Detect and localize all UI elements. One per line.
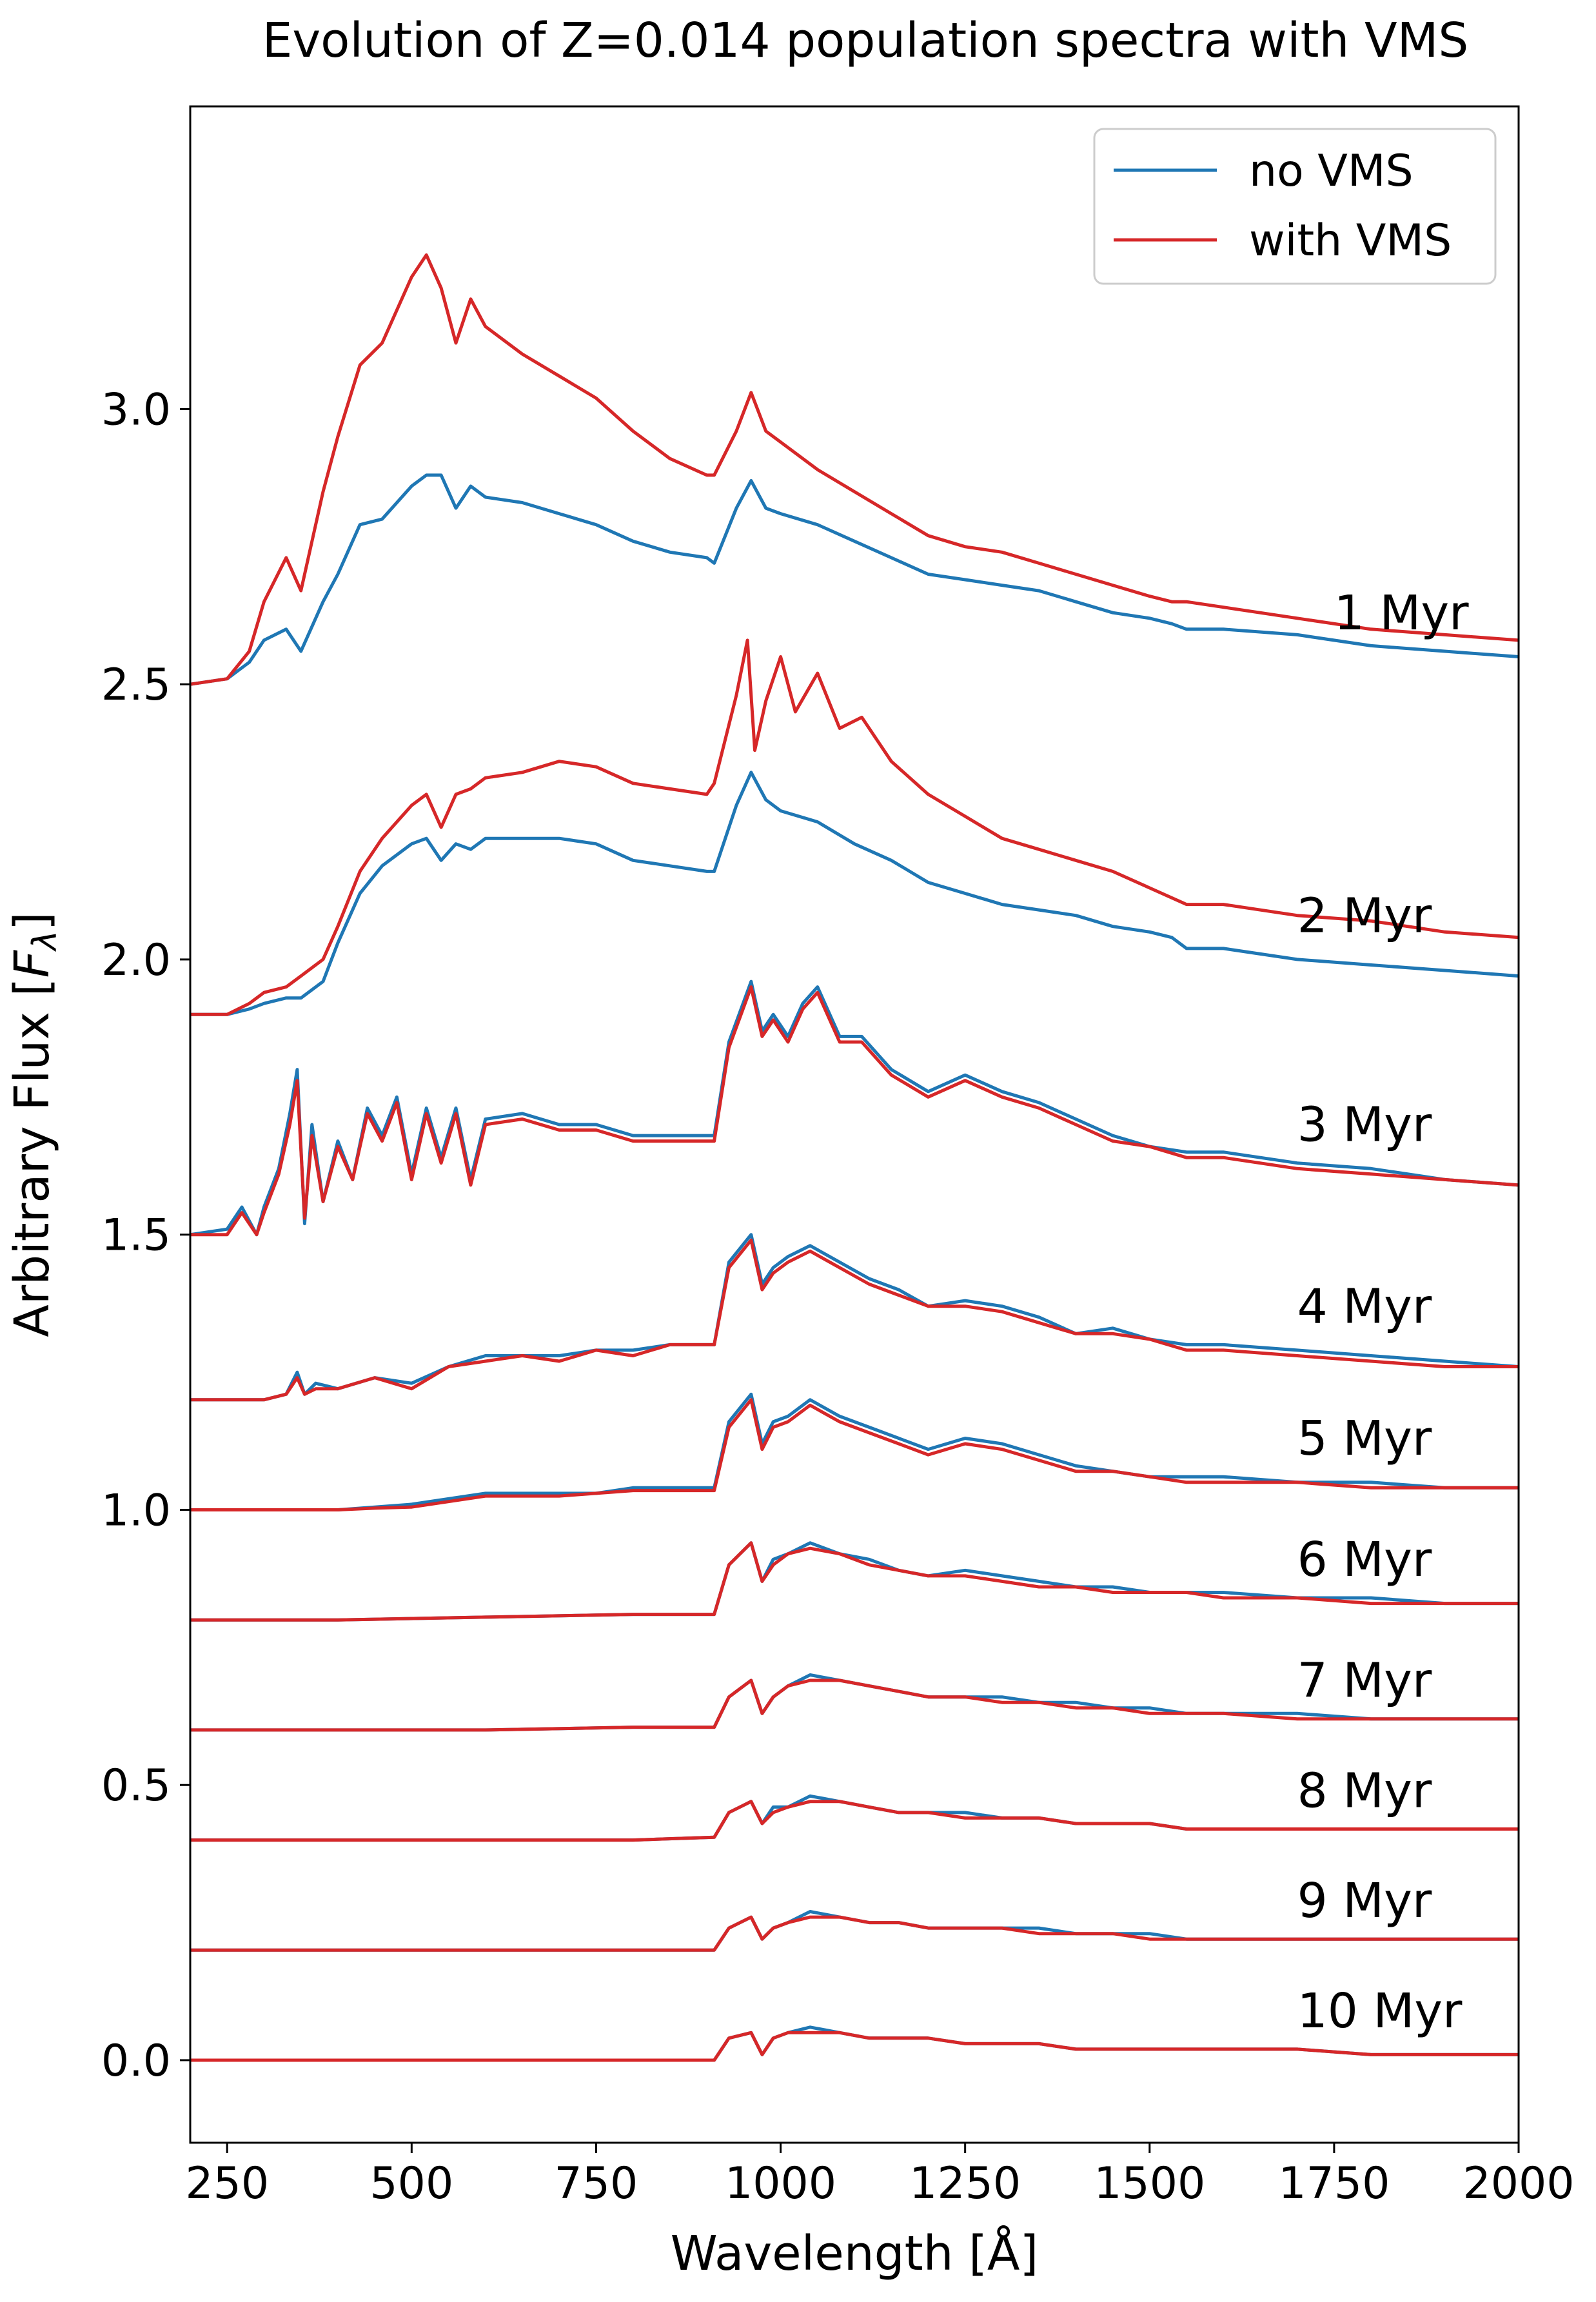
y-tick-label: 1.5 [101, 1210, 171, 1261]
x-tick-label: 1750 [1278, 2158, 1390, 2209]
y-tick-label: 3.0 [101, 384, 171, 435]
series-line-8-myr-with-vms [190, 1800, 1519, 1842]
series-layer [190, 253, 1519, 2062]
series-line-6-myr-with-vms [190, 1541, 1519, 1622]
age-label: 9 Myr [1297, 1873, 1432, 1929]
age-label: 10 Myr [1297, 1983, 1463, 2039]
age-label: 2 Myr [1297, 888, 1432, 943]
age-label: 5 Myr [1297, 1411, 1432, 1466]
series-line-2-myr-no-vms [190, 771, 1519, 1016]
series-line-2-myr-with-vms [190, 638, 1519, 1016]
y-tick-label: 2.5 [101, 660, 171, 711]
y-tick-label: 0.0 [101, 2036, 171, 2087]
x-tick-label: 1250 [909, 2158, 1021, 2209]
age-label: 4 Myr [1297, 1279, 1432, 1334]
y-tick-label: 2.0 [101, 935, 171, 986]
x-tick-label: 250 [185, 2158, 269, 2209]
y-axis-label-main: Arbitrary Flux [ [5, 978, 60, 1337]
age-labels: 1 Myr 2 Myr 3 Myr 4 Myr 5 Myr 6 Myr 7 Myr 8 Myr… [1297, 585, 1469, 2039]
x-axis-label: Wavelength [Å] [671, 2225, 1039, 2281]
series-line-4-myr-with-vms [190, 1238, 1519, 1402]
y-tick-label: 0.5 [101, 1760, 171, 1811]
series-line-5-myr-with-vms [190, 1398, 1519, 1511]
x-tick-label: 500 [369, 2158, 453, 2209]
x-tick-label: 1000 [725, 2158, 836, 2209]
y-tick-label: 1.0 [101, 1485, 171, 1536]
legend-label-no-vms: no VMS [1249, 146, 1414, 197]
age-label: 6 Myr [1297, 1532, 1432, 1588]
age-label: 1 Myr [1334, 585, 1469, 641]
series-line-9-myr-with-vms [190, 1915, 1519, 1952]
series-line-7-myr-with-vms [190, 1678, 1519, 1732]
x-tick-label: 1500 [1094, 2158, 1205, 2209]
y-axis-label-end: ] [5, 912, 60, 930]
series-line-3-myr-with-vms [190, 985, 1519, 1237]
series-line-1-myr-with-vms [190, 253, 1519, 686]
plot-frame [189, 105, 1520, 2144]
x-tick-label: 750 [555, 2158, 638, 2209]
y-axis-label-subscript: λ [26, 930, 64, 952]
legend-label-with-vms: with VMS [1249, 215, 1452, 266]
age-label: 3 Myr [1297, 1097, 1432, 1153]
age-label: 8 Myr [1297, 1763, 1432, 1818]
series-line-10-myr-with-vms [190, 2031, 1519, 2062]
age-label: 7 Myr [1297, 1653, 1432, 1709]
chart-title: Evolution of Z=0.014 population spectra … [262, 13, 1469, 68]
series-line-4-myr-no-vms [190, 1233, 1519, 1402]
legend: no VMS with VMS [1093, 128, 1497, 285]
x-tick-label: 2000 [1463, 2158, 1574, 2209]
series-line-1-myr-no-vms [190, 473, 1519, 686]
y-axis-label: Arbitrary Flux [Fλ] [5, 912, 64, 1337]
y-axis-label-symbol: F [5, 949, 60, 978]
legend-box [1093, 128, 1497, 285]
axis-ticks: 250 500 750 1000 1250 1500 1750 2000 0.0 0.5 1.0 1.… [101, 384, 1575, 2209]
